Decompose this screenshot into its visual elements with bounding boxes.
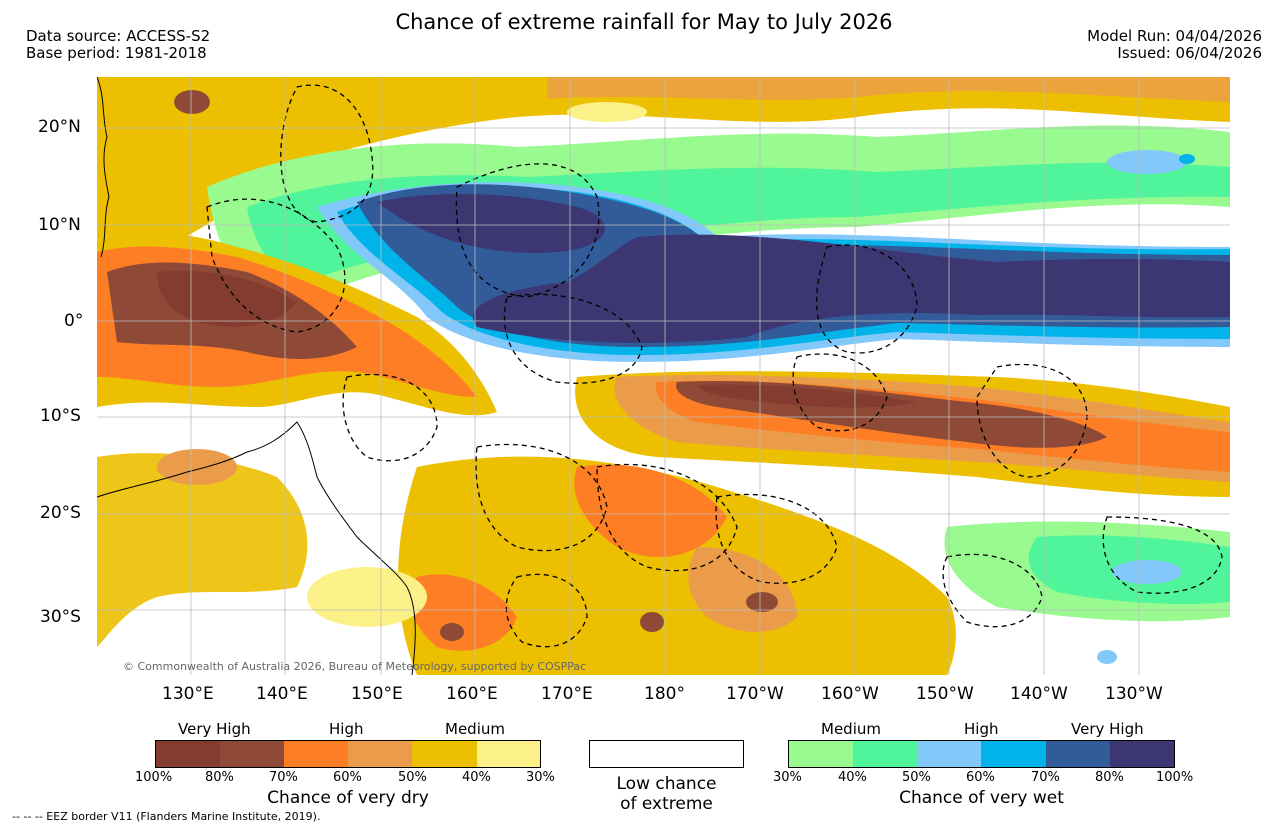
model-run: Model Run: 04/04/2026	[1087, 27, 1262, 45]
lon-label-180: 180°	[644, 684, 685, 704]
lon-label-150e: 150°E	[351, 684, 403, 704]
australia-coastline	[97, 77, 416, 675]
dry-pct-40: 40%	[462, 770, 491, 785]
dry-legend-title: Chance of very dry	[267, 788, 429, 808]
dry-pct-60: 60%	[333, 770, 362, 785]
dry-swatch-3	[284, 740, 348, 768]
wet-level-very-high: Very High	[1071, 720, 1144, 738]
lon-label-150w: 150°W	[916, 684, 974, 704]
dry-level-very-high: Very High	[178, 720, 251, 738]
wet-swatch-5	[1046, 740, 1110, 768]
wet-legend-title: Chance of very wet	[899, 788, 1064, 808]
wet-swatch-2	[853, 740, 917, 768]
wet-pct-70: 70%	[1031, 770, 1060, 785]
dry-pct-50: 50%	[398, 770, 427, 785]
dry-swatch-2	[220, 740, 284, 768]
dry-region-scz	[575, 371, 1230, 497]
map-copyright: © Commonwealth of Australia 2026, Bureau…	[123, 660, 587, 673]
lat-label-20s: 20°S	[40, 503, 81, 523]
dry-swatch-5	[412, 740, 477, 768]
neutral-label-line1: Low chance	[616, 774, 717, 794]
wet-colorbar-frame	[788, 740, 1175, 768]
map-grid	[97, 77, 1230, 675]
eez-borders	[206, 84, 1223, 648]
lon-label-170w: 170°W	[726, 684, 784, 704]
dry-level-medium: Medium	[445, 720, 505, 738]
data-source: Data source: ACCESS-S2	[26, 27, 211, 45]
wet-region-southeast	[944, 521, 1230, 664]
wet-pct-40: 40%	[838, 770, 867, 785]
lon-label-160w: 160°W	[821, 684, 879, 704]
wet-swatch-3	[917, 740, 981, 768]
dry-swatch-4	[348, 740, 412, 768]
wet-pct-80: 80%	[1095, 770, 1124, 785]
lon-label-140e: 140°E	[256, 684, 308, 704]
dry-pct-80: 80%	[205, 770, 234, 785]
dry-swatch-1	[155, 740, 220, 768]
eez-footnote: -- -- -- EEZ border V11 (Flanders Marine…	[12, 810, 321, 823]
dry-level-high: High	[329, 720, 364, 738]
lat-label-30s: 30°S	[40, 607, 81, 627]
wet-swatch-4	[981, 740, 1046, 768]
wet-pct-100: 100%	[1156, 770, 1194, 785]
wet-level-high: High	[964, 720, 999, 738]
lat-label-20n: 20°N	[38, 117, 81, 137]
lon-label-170e: 170°E	[541, 684, 593, 704]
rainfall-map	[97, 77, 1230, 675]
wet-region-equatorial	[317, 182, 1230, 362]
dry-region-west	[97, 231, 497, 416]
lat-label-equator: 0°	[64, 311, 84, 331]
dry-pct-30: 30%	[526, 770, 555, 785]
dry-pct-70: 70%	[269, 770, 298, 785]
neutral-swatch	[589, 740, 744, 768]
base-period: Base period: 1981-2018	[26, 44, 207, 62]
dry-region-north	[97, 77, 1230, 247]
lon-label-130e: 130°E	[162, 684, 214, 704]
wet-pct-60: 60%	[966, 770, 995, 785]
dry-colorbar-frame	[155, 740, 541, 768]
lon-label-130w: 130°W	[1105, 684, 1163, 704]
dry-pct-100: 100%	[135, 770, 173, 785]
issued-date: Issued: 06/04/2026	[1117, 44, 1262, 62]
map-title: Chance of extreme rainfall for May to Ju…	[395, 10, 893, 34]
lat-label-10s: 10°S	[40, 406, 81, 426]
dry-region-south	[97, 449, 956, 675]
wet-pct-50: 50%	[902, 770, 931, 785]
wet-swatch-1	[788, 740, 853, 768]
wet-level-medium: Medium	[821, 720, 881, 738]
wet-swatch-6	[1110, 740, 1175, 768]
lon-label-140w: 140°W	[1010, 684, 1068, 704]
lat-label-10n: 10°N	[38, 215, 81, 235]
neutral-label-line2: of extreme	[620, 794, 713, 814]
dry-swatch-6	[477, 740, 541, 768]
lon-label-160e: 160°E	[446, 684, 498, 704]
wet-pct-30: 30%	[773, 770, 802, 785]
